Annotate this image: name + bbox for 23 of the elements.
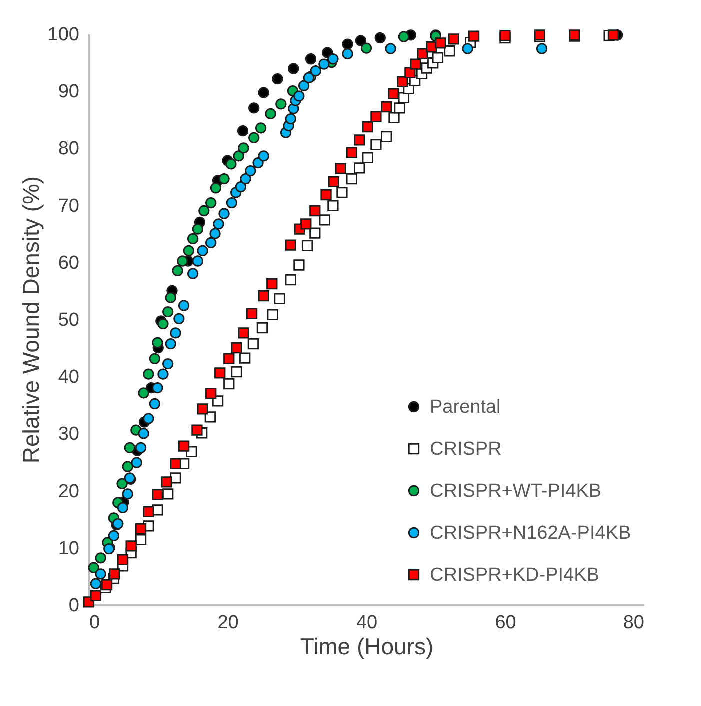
x-tick-label: 40: [356, 612, 378, 634]
y-tick-label: 100: [48, 24, 80, 46]
y-tick-label: 40: [58, 367, 80, 388]
y-tick-label: 90: [58, 82, 80, 103]
y-tick-label: 60: [58, 252, 80, 274]
y-tick-label: 20: [58, 481, 80, 502]
x-axis-title: Time (Hours): [300, 634, 434, 660]
legend-label: CRISPR: [430, 439, 502, 460]
y-tick-label: 0: [68, 596, 80, 616]
x-tick-label: 20: [218, 612, 239, 634]
x-tick-label: 80: [623, 612, 644, 634]
legend-label: CRISPR+WT-PI4KB: [430, 481, 602, 502]
y-tick-label: 80: [58, 138, 80, 160]
legend-label: Parental: [430, 397, 501, 418]
y-tick-label: 30: [58, 424, 80, 446]
y-tick-label: 50: [58, 310, 80, 331]
x-tick-label: 0: [90, 612, 100, 634]
legend-label: CRISPR+KD-PI4KB: [430, 565, 600, 586]
y-axis-title: Relative Wound Density (%): [18, 176, 44, 464]
y-tick-label: 10: [58, 538, 80, 560]
x-tick-label: 60: [495, 612, 516, 634]
y-tick-label: 70: [58, 196, 80, 217]
legend-label: CRISPR+N162A-PI4KB: [430, 523, 632, 544]
